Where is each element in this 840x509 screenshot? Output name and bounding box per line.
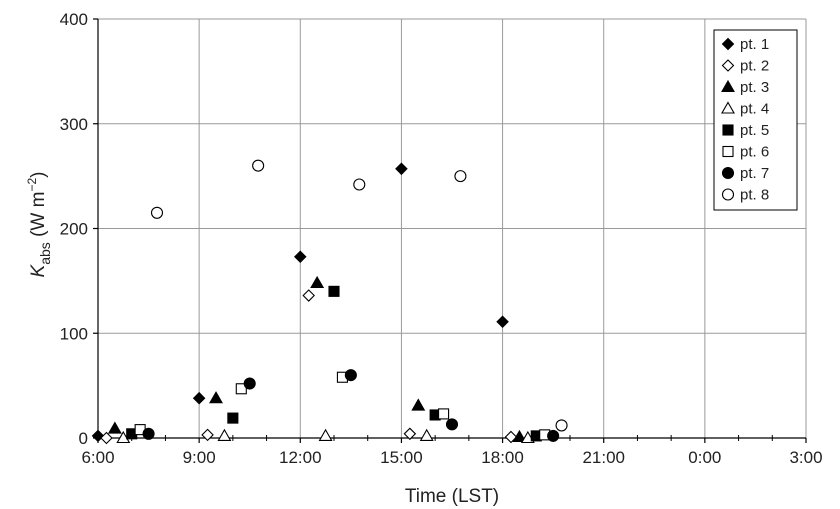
data-point-pt-6 <box>438 408 450 420</box>
y-tick-label: 400 <box>60 10 88 29</box>
legend-marker-pt-2 <box>721 59 735 72</box>
legend-label-pt-7: pt. 7 <box>740 165 769 182</box>
legend: pt. 1 pt. 2 pt. 3 pt. 4 pt. 5 pt. 6 pt. 7 pt. 8 <box>713 29 798 211</box>
data-point-pt-1 <box>395 162 408 176</box>
data-point-pt-2 <box>100 431 113 445</box>
data-point-pt-8 <box>454 170 467 183</box>
data-point-pt-1 <box>192 391 206 405</box>
data-point-pt-7 <box>243 377 256 390</box>
legend-label-pt-1: pt. 1 <box>740 36 769 53</box>
data-point-pt-3 <box>512 429 527 443</box>
grid <box>98 18 807 438</box>
legend-label-pt-6: pt. 6 <box>740 144 769 161</box>
x-tick-label: 6:00 <box>81 448 114 467</box>
data-point-pt-1 <box>294 250 307 264</box>
legend-marker-pt-4 <box>721 101 735 114</box>
x-tick-label: 21:00 <box>582 448 625 467</box>
data-point-pt-4 <box>318 428 333 441</box>
legend-label-pt-5: pt. 5 <box>740 122 769 139</box>
data-point-pt-8 <box>555 419 568 432</box>
data-point-pt-2 <box>403 427 417 441</box>
x-tick-label: 15:00 <box>380 448 423 467</box>
legend-marker-pt-8 <box>721 188 735 201</box>
y-axis-title-unit-close: ) <box>28 172 49 178</box>
y-tick-label: 100 <box>60 324 88 343</box>
x-tick-label: 12:00 <box>279 448 322 467</box>
data-point-pt-6 <box>235 383 247 395</box>
data-point-pt-8 <box>150 206 164 219</box>
y-axis-title: Kabs (W m−2) <box>25 172 53 278</box>
data-point-pt-5 <box>227 412 239 424</box>
data-point-pt-3 <box>107 421 122 434</box>
legend-marker-pt-7 <box>721 166 735 180</box>
y-axis-title-main: K <box>28 263 49 277</box>
data-point-pt-8 <box>353 178 366 191</box>
data-point-pt-3 <box>310 275 325 289</box>
data-point-pt-3 <box>209 391 223 404</box>
data-point-pt-2 <box>504 430 518 444</box>
legend-marker-pt-5 <box>722 124 734 136</box>
legend-marker-pt-3 <box>721 79 735 93</box>
legend-label-pt-2: pt. 2 <box>740 58 769 75</box>
data-point-pt-5 <box>328 285 340 297</box>
x-tick-label: 0:00 <box>688 448 721 467</box>
y-tick-label: 300 <box>60 115 88 134</box>
data-point-pt-3 <box>411 398 426 411</box>
legend-marker-pt-6 <box>722 145 734 158</box>
data-point-pt-2 <box>302 289 315 302</box>
data-point-pt-1 <box>91 429 105 443</box>
x-axis-title: Time (LST) <box>405 486 499 507</box>
tick-labels: 0 100 200 300 400 6:00 9:00 12:00 15:00 18:00 21:0… <box>60 10 823 467</box>
data-point-pt-7 <box>142 427 155 440</box>
x-tick-label: 3:00 <box>789 448 822 467</box>
data-point-pt-7 <box>344 369 357 382</box>
y-axis-title-unit: (W m <box>28 192 49 243</box>
data-point-pt-2 <box>201 428 214 442</box>
data-point-pt-4 <box>419 428 434 441</box>
x-tick-label: 9:00 <box>183 448 216 467</box>
data-point-pt-7 <box>445 418 459 431</box>
data-point-pt-4 <box>217 428 232 441</box>
data-point-pt-8 <box>252 159 265 172</box>
y-axis-title-unit-exp: −2 <box>25 178 39 192</box>
legend-label-pt-8: pt. 8 <box>740 187 769 204</box>
y-axis-title-sub: abs <box>37 242 53 265</box>
data-points <box>91 159 568 445</box>
axes <box>93 18 807 443</box>
x-tick-label: 18:00 <box>481 448 524 467</box>
data-point-pt-1 <box>496 315 509 329</box>
legend-marker-pt-1 <box>721 37 735 51</box>
data-point-pt-7 <box>547 429 560 442</box>
y-tick-label: 200 <box>60 220 88 239</box>
y-tick-label: 0 <box>79 429 88 448</box>
legend-label-pt-3: pt. 3 <box>740 79 769 96</box>
legend-label-pt-4: pt. 4 <box>740 101 769 118</box>
